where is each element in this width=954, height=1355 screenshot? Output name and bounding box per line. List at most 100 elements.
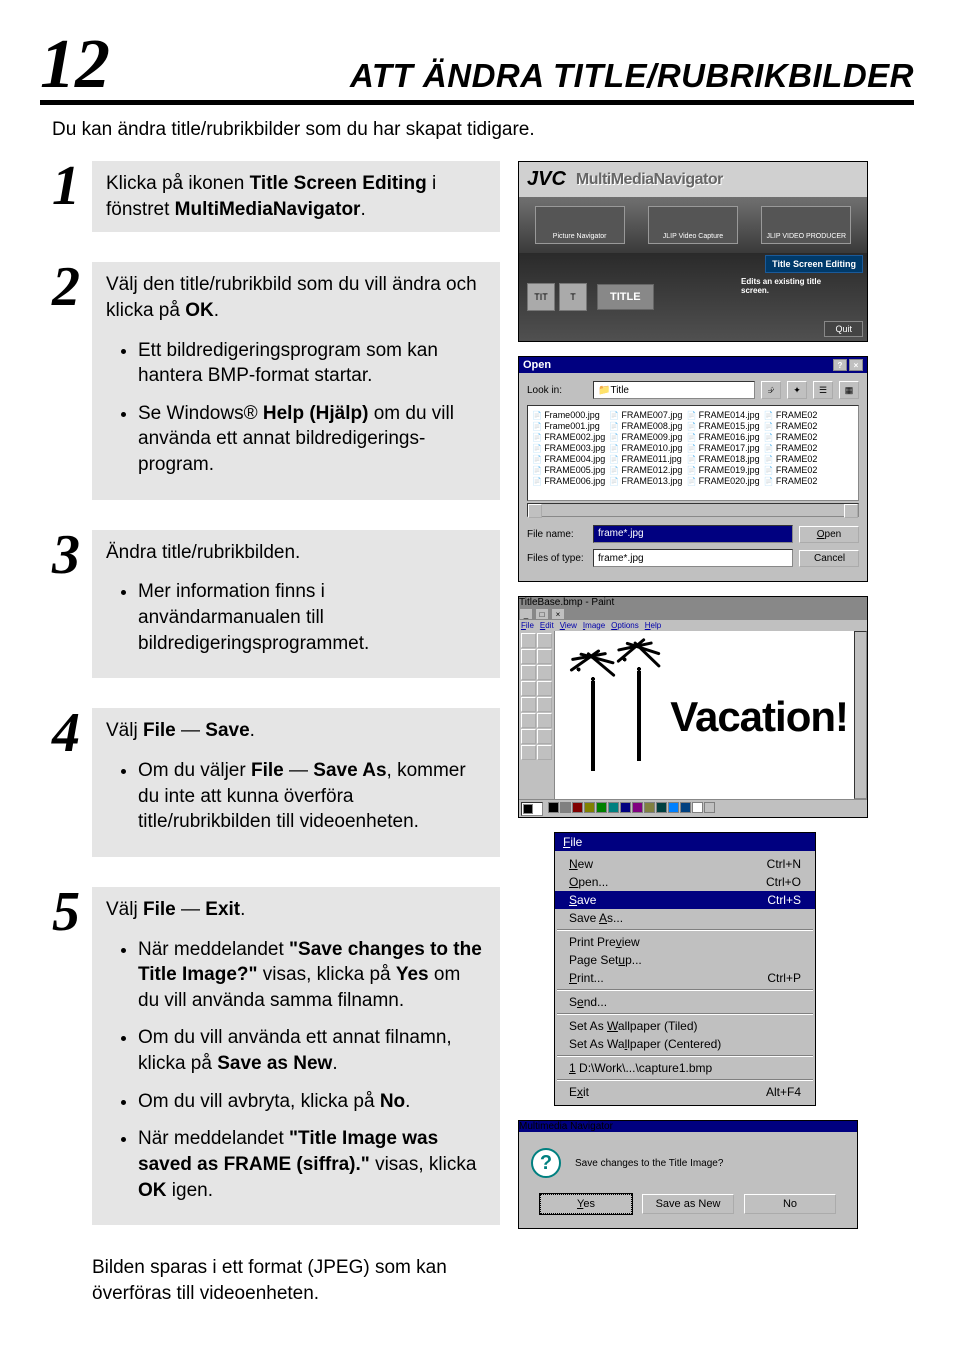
cancel-button[interactable]: Cancel [799, 550, 859, 567]
file-item[interactable]: FRAME02 [764, 443, 818, 453]
menu-item[interactable]: Set As Wallpaper (Tiled) [555, 1017, 815, 1035]
file-item[interactable]: FRAME019.jpg [686, 465, 759, 475]
menu-item[interactable]: Set As Wallpaper (Centered) [555, 1035, 815, 1053]
detail-view-icon[interactable]: ▦ [839, 381, 859, 399]
menu-item[interactable]: Page Setup... [555, 951, 815, 969]
minimize-icon[interactable]: _ [519, 608, 533, 620]
file-item[interactable]: Frame000.jpg [532, 410, 605, 420]
bullet: Ett bildredigeringsprogram som kan hante… [138, 338, 486, 389]
file-menu-title[interactable]: File [555, 833, 815, 851]
menu-item[interactable]: 1 D:\Work\...\capture1.bmp [555, 1059, 815, 1077]
menu-item[interactable]: ExitAlt+F4 [555, 1083, 815, 1101]
close-icon[interactable]: × [849, 359, 863, 371]
color-palette[interactable] [519, 799, 867, 817]
file-item[interactable]: FRAME011.jpg [609, 454, 682, 464]
file-item[interactable]: FRAME004.jpg [532, 454, 605, 464]
video-capture-tile[interactable]: JLIP Video Capture [648, 206, 738, 244]
maximize-icon[interactable]: □ [535, 608, 549, 620]
file-item[interactable]: FRAME02 [764, 476, 818, 486]
color-swatch[interactable] [644, 802, 655, 813]
title-btn-2[interactable]: T [559, 283, 587, 311]
color-swatch[interactable] [692, 802, 703, 813]
menu-item[interactable]: Save As... [555, 909, 815, 927]
file-item[interactable]: FRAME02 [764, 410, 818, 420]
bullet: Om du väljer File — Save As, kommer du i… [138, 758, 486, 835]
menu-item[interactable]: Image [583, 621, 605, 630]
title-screen-editing-button[interactable]: Title Screen Editing [765, 255, 863, 273]
no-button[interactable]: No [744, 1194, 836, 1214]
file-item[interactable]: FRAME013.jpg [609, 476, 682, 486]
color-swatch[interactable] [656, 802, 667, 813]
paint-toolbox[interactable] [519, 631, 555, 799]
file-item[interactable]: FRAME005.jpg [532, 465, 605, 475]
file-item[interactable]: FRAME018.jpg [686, 454, 759, 464]
new-folder-icon[interactable]: ✦ [787, 381, 807, 399]
up-folder-icon[interactable]: ⮵ [761, 381, 781, 399]
file-item[interactable]: FRAME002.jpg [532, 432, 605, 442]
file-item[interactable]: FRAME02 [764, 421, 818, 431]
quit-button[interactable]: Quit [824, 321, 863, 337]
bullet: Om du vill använda ett annat filnamn, kl… [138, 1025, 486, 1076]
step-4: 4 Välj File — Save. Om du väljer File — … [40, 708, 500, 857]
horizontal-scrollbar[interactable] [527, 503, 859, 517]
list-view-icon[interactable]: ☰ [813, 381, 833, 399]
picture-navigator-tile[interactable]: Picture Navigator [535, 206, 625, 244]
color-swatch[interactable] [680, 802, 691, 813]
file-item[interactable]: FRAME02 [764, 432, 818, 442]
paint-canvas[interactable]: Vacation! [555, 631, 854, 799]
paint-menubar[interactable]: File Edit View Image Options Help [519, 620, 867, 631]
menu-item[interactable]: Edit [540, 621, 554, 630]
step-1: 1 Klicka på ikonen Title Screen Editing … [40, 161, 500, 232]
video-producer-tile[interactable]: JLIP VIDEO PRODUCER [761, 206, 851, 244]
page-title: ATT ÄNDRA TITLE/RUBRIKBILDER [350, 57, 914, 95]
menu-item[interactable]: Open...Ctrl+O [555, 873, 815, 891]
color-swatch[interactable] [596, 802, 607, 813]
menu-item[interactable]: Options [611, 621, 639, 630]
menu-item[interactable]: Help [645, 621, 661, 630]
file-item[interactable]: FRAME007.jpg [609, 410, 682, 420]
close-icon[interactable]: × [551, 608, 565, 620]
file-list[interactable]: Frame000.jpgFrame001.jpgFRAME002.jpgFRAM… [527, 405, 859, 501]
file-item[interactable]: FRAME010.jpg [609, 443, 682, 453]
yes-button[interactable]: Yes [540, 1194, 632, 1214]
color-swatch[interactable] [668, 802, 679, 813]
vertical-scrollbar[interactable] [854, 631, 867, 799]
menu-item[interactable]: NewCtrl+N [555, 855, 815, 873]
menu-item[interactable]: SaveCtrl+S [555, 891, 815, 909]
menu-item[interactable]: File [521, 621, 534, 630]
open-button[interactable]: Open [799, 526, 859, 543]
menu-item[interactable]: Print Preview [555, 933, 815, 951]
file-item[interactable]: Frame001.jpg [532, 421, 605, 431]
file-name-input[interactable]: frame*.jpg [593, 525, 793, 543]
color-swatch[interactable] [632, 802, 643, 813]
color-swatch[interactable] [608, 802, 619, 813]
color-swatch[interactable] [584, 802, 595, 813]
menu-item[interactable]: View [560, 621, 577, 630]
file-item[interactable]: FRAME016.jpg [686, 432, 759, 442]
color-swatch[interactable] [620, 802, 631, 813]
step-number: 4 [40, 708, 92, 857]
color-swatch[interactable] [572, 802, 583, 813]
file-type-combo[interactable]: frame*.jpg [593, 549, 793, 567]
menu-item[interactable]: Print...Ctrl+P [555, 969, 815, 987]
file-item[interactable]: FRAME012.jpg [609, 465, 682, 475]
file-item[interactable]: FRAME020.jpg [686, 476, 759, 486]
file-item[interactable]: FRAME006.jpg [532, 476, 605, 486]
file-item[interactable]: FRAME015.jpg [686, 421, 759, 431]
file-item[interactable]: FRAME02 [764, 465, 818, 475]
color-swatch[interactable] [560, 802, 571, 813]
file-item[interactable]: FRAME014.jpg [686, 410, 759, 420]
look-in-combo[interactable]: 📁 Title [593, 381, 755, 399]
color-swatch[interactable] [704, 802, 715, 813]
save-as-new-button[interactable]: Save as New [642, 1194, 734, 1214]
color-swatch[interactable] [548, 802, 559, 813]
file-item[interactable]: FRAME009.jpg [609, 432, 682, 442]
file-item[interactable]: FRAME017.jpg [686, 443, 759, 453]
menu-item[interactable]: Send... [555, 993, 815, 1011]
file-item[interactable]: FRAME003.jpg [532, 443, 605, 453]
title-btn-1[interactable]: TIT [527, 283, 555, 311]
file-item[interactable]: FRAME02 [764, 454, 818, 464]
title-label[interactable]: TITLE [597, 284, 654, 310]
file-item[interactable]: FRAME008.jpg [609, 421, 682, 431]
help-icon[interactable]: ? [833, 359, 847, 371]
